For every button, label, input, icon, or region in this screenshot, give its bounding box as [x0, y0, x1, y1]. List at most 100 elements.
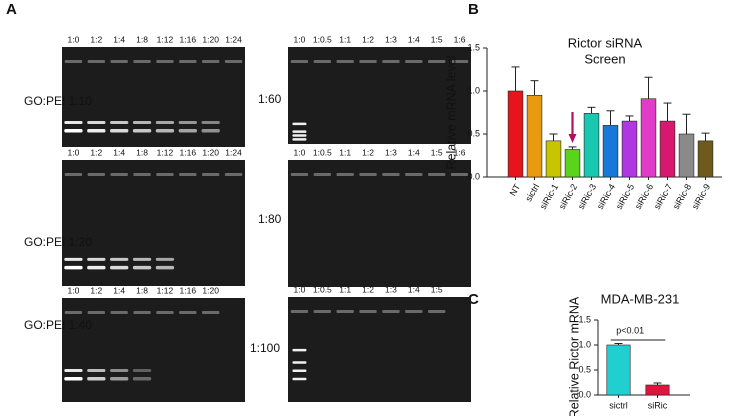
y-tick-label: 0.5	[467, 128, 480, 138]
well-band	[382, 173, 400, 176]
dna-band	[110, 265, 129, 270]
dna-band	[155, 265, 175, 270]
lane-label: 1:12	[157, 285, 174, 295]
lane-label: 1:6	[454, 34, 466, 44]
y-tick-label: 1.5	[467, 42, 480, 52]
x-tick-label: NT	[508, 182, 523, 198]
dna-band	[110, 377, 129, 381]
x-tick-label: siRic-9	[690, 182, 712, 211]
dna-band	[87, 121, 106, 124]
well-band	[427, 173, 446, 176]
lane-label: 1:2	[90, 34, 102, 44]
lane-label: 1:20	[202, 285, 219, 295]
well-band	[382, 310, 400, 313]
ladder-band	[292, 377, 307, 381]
bar	[545, 140, 562, 178]
bar	[602, 125, 619, 178]
lane-label: 1:3	[385, 147, 397, 157]
gel-side-label: 1:60	[258, 92, 282, 106]
dna-band	[87, 257, 106, 261]
lane-label: 1:0	[68, 34, 80, 44]
well-band	[64, 60, 83, 63]
dna-band	[64, 377, 83, 381]
dna-band	[201, 129, 220, 133]
lane-label: 1:16	[180, 285, 197, 295]
lane-label: 1:12	[157, 147, 174, 157]
bar	[697, 140, 714, 178]
chart-title: MDA-MB-231	[601, 291, 680, 306]
well-band	[156, 173, 174, 176]
panel-label: A	[6, 1, 17, 18]
error-bar	[653, 382, 662, 385]
well-band	[290, 173, 309, 176]
dna-band	[64, 369, 83, 373]
gel-side-label: GO:PEI 1:10	[24, 94, 92, 108]
bar	[678, 133, 695, 178]
dna-band	[87, 129, 106, 133]
error-bar	[587, 106, 596, 114]
well-band	[224, 60, 243, 63]
lane-label: 1:1	[339, 284, 351, 294]
dna-band	[132, 265, 152, 270]
lane-label: 1:12	[157, 34, 174, 44]
lane-label: 1:16	[180, 34, 197, 44]
lane-label: 1:8	[136, 34, 148, 44]
lane-label: 1:5	[431, 147, 443, 157]
lane-label: 1:2	[362, 34, 374, 44]
lane-label: 1:5	[431, 34, 443, 44]
dna-band	[132, 369, 152, 373]
x-tick-label: siRic	[648, 400, 668, 410]
lane-label: 1:2	[90, 147, 102, 157]
well-band	[290, 310, 309, 313]
lane-label: 1:0	[68, 147, 80, 157]
lane-label: 1:2	[90, 285, 102, 295]
well-band	[336, 310, 354, 313]
well-band	[87, 60, 106, 63]
dna-band	[110, 369, 129, 373]
well-band	[359, 310, 377, 313]
gel-image	[62, 160, 245, 286]
lane-label: 1:3	[385, 34, 397, 44]
bar	[507, 90, 524, 178]
well-band	[405, 60, 423, 63]
well-band	[313, 60, 332, 63]
well-band	[427, 310, 446, 313]
lane-label: 1:24	[225, 34, 242, 44]
panel-label: B	[468, 1, 479, 18]
error-bar	[606, 110, 615, 126]
well-band	[313, 310, 332, 313]
lane-label: 1:24	[225, 147, 242, 157]
lane-label: 1:4	[113, 285, 125, 295]
bar	[621, 120, 638, 178]
error-bar	[568, 146, 577, 150]
lane-label: 1:0	[68, 285, 80, 295]
lane-label: 1:4	[408, 34, 420, 44]
well-band	[156, 311, 174, 314]
x-tick-label: sictrl	[523, 182, 541, 203]
dna-band	[64, 121, 83, 124]
lane-label: 1:4	[113, 34, 125, 44]
ladder-band	[292, 130, 307, 133]
panel-label: C	[468, 291, 479, 308]
lane-label: 1:4	[113, 147, 125, 157]
dna-band	[155, 257, 175, 261]
well-band	[405, 310, 423, 313]
lane-label: 1:0.5	[313, 34, 332, 44]
dna-band	[87, 265, 106, 270]
ladder-band	[292, 369, 307, 372]
error-bar	[644, 76, 653, 99]
bar	[564, 149, 581, 178]
error-bar	[625, 115, 634, 122]
gel-side-label: 1:100	[250, 341, 280, 355]
y-tick-label: 1.0	[578, 339, 591, 349]
gel-image	[62, 298, 245, 402]
x-tick-label: sictrl	[609, 400, 628, 410]
well-band	[201, 173, 220, 176]
error-bar	[511, 66, 520, 91]
lane-label: 1:0	[294, 284, 306, 294]
lane-label: 1:0	[294, 34, 306, 44]
well-band	[179, 173, 197, 176]
ladder-band	[292, 361, 307, 364]
well-band	[179, 311, 197, 314]
well-band	[313, 173, 332, 176]
